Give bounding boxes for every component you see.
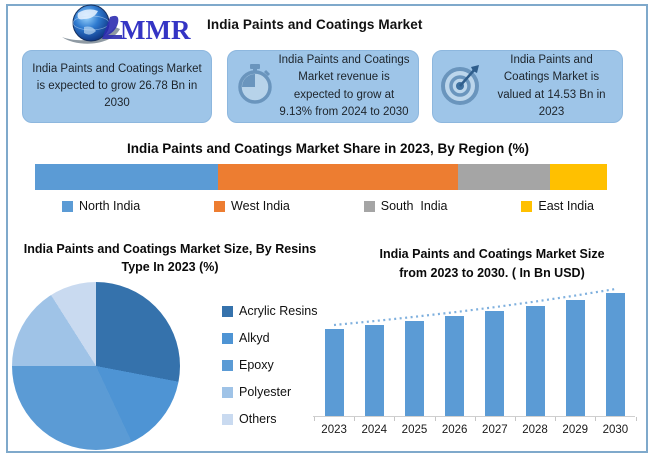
globe-swoosh-icon: MMR: [62, 4, 191, 45]
legend-item-south-india: South India: [363, 199, 448, 213]
year-label: 2024: [361, 424, 388, 436]
resins-pie-chart: [12, 282, 180, 450]
legend-item-acrylic: Acrylic Resins: [222, 304, 318, 318]
legend-item-others: Others: [222, 412, 318, 426]
info-box-value: India Paints and Coatings Market is valu…: [432, 50, 623, 123]
axis-tick: [354, 417, 356, 421]
legend-item-west-india: West India: [214, 199, 290, 213]
legend-swatch: [222, 386, 233, 398]
legend-item-epoxy: Epoxy: [222, 358, 318, 372]
info-box-cagr: India Paints and Coatings Market revenue…: [227, 50, 419, 123]
axis-tick: [515, 417, 516, 421]
legend-label: Acrylic Resins: [239, 304, 318, 318]
legend-label: Others: [239, 412, 277, 426]
legend-swatch: [222, 359, 233, 371]
year-label: 2026: [441, 424, 468, 436]
info-box-text: India Paints and Coatings Market revenue…: [278, 54, 410, 118]
legend-swatch: [222, 413, 233, 425]
trendline: [333, 287, 616, 327]
legend-label: Alkyd: [239, 331, 270, 345]
x-axis-labels: 2023 2024 2025 2026 2027 2028 2029 2030: [314, 424, 636, 436]
pie-chart-title: India Paints and Coatings Market Size, B…: [23, 242, 317, 275]
legend-label: North India: [79, 199, 141, 213]
legend-label: Epoxy: [239, 358, 274, 372]
axis-tick: [555, 417, 557, 421]
stopwatch-icon: [236, 62, 274, 111]
axis-tick: [474, 417, 476, 421]
axis-tick: [314, 417, 315, 421]
axis-tick: [394, 417, 396, 421]
bar-2027: [485, 311, 505, 416]
year-label: 2028: [522, 424, 548, 436]
mmr-logo: MMR: [58, 3, 208, 49]
page-title: India Paints and Coatings Market: [207, 17, 423, 32]
legend-label: West India: [231, 199, 290, 213]
region-segment-0: [35, 164, 219, 190]
legend-label: East India: [538, 199, 594, 213]
bar-2025: [404, 320, 424, 416]
year-label: 2029: [562, 424, 589, 436]
year-label: 2027: [482, 424, 508, 436]
region-chart-title: India Paints and Coatings Market Share i…: [126, 141, 530, 156]
region-legend: North India West India South India East …: [62, 199, 594, 213]
info-box-text: India Paints and Coatings Market is expe…: [32, 62, 202, 110]
legend-item-alkyd: Alkyd: [222, 331, 318, 345]
bar-2026: [445, 316, 465, 416]
info-box-text: India Paints and Coatings Market is valu…: [497, 54, 606, 118]
legend-item-east-india: East India: [521, 199, 594, 213]
bar-2023: [324, 329, 344, 416]
legend-label: South India: [380, 199, 448, 213]
axis-tick: [595, 417, 597, 421]
pie-legend: Acrylic Resins Alkyd Epoxy Polyester Oth…: [222, 304, 318, 426]
legend-item-north-india: North India: [62, 199, 140, 213]
region-stacked-bar: [35, 164, 607, 190]
bar-2030: [605, 293, 625, 416]
bar-2028: [525, 305, 545, 416]
bar-chart-title: India Paints and Coatings Market Size fr…: [379, 247, 605, 280]
legend-swatch: [521, 200, 533, 212]
legend-label: Polyester: [239, 385, 292, 399]
region-segment-1: [218, 164, 459, 190]
legend-swatch: [214, 200, 226, 212]
legend-swatch: [222, 305, 233, 317]
region-segment-3: [549, 164, 607, 190]
legend-swatch: [222, 332, 233, 344]
legend-item-polyester: Polyester: [222, 385, 318, 399]
bar-2024: [364, 325, 384, 416]
logo-text: MMR: [120, 15, 191, 45]
region-segment-2: [458, 164, 550, 190]
info-box-growth: India Paints and Coatings Market is expe…: [22, 50, 212, 123]
legend-swatch: [62, 200, 73, 212]
year-label: 2023: [321, 424, 347, 436]
year-label: 2030: [602, 424, 629, 436]
axis-tick: [434, 417, 436, 421]
target-icon: [441, 61, 485, 112]
bar-2029: [565, 299, 585, 416]
axis-tick: [635, 417, 637, 421]
legend-swatch: [363, 200, 375, 212]
year-label: 2025: [401, 424, 428, 436]
market-size-bar-chart: [313, 287, 637, 421]
